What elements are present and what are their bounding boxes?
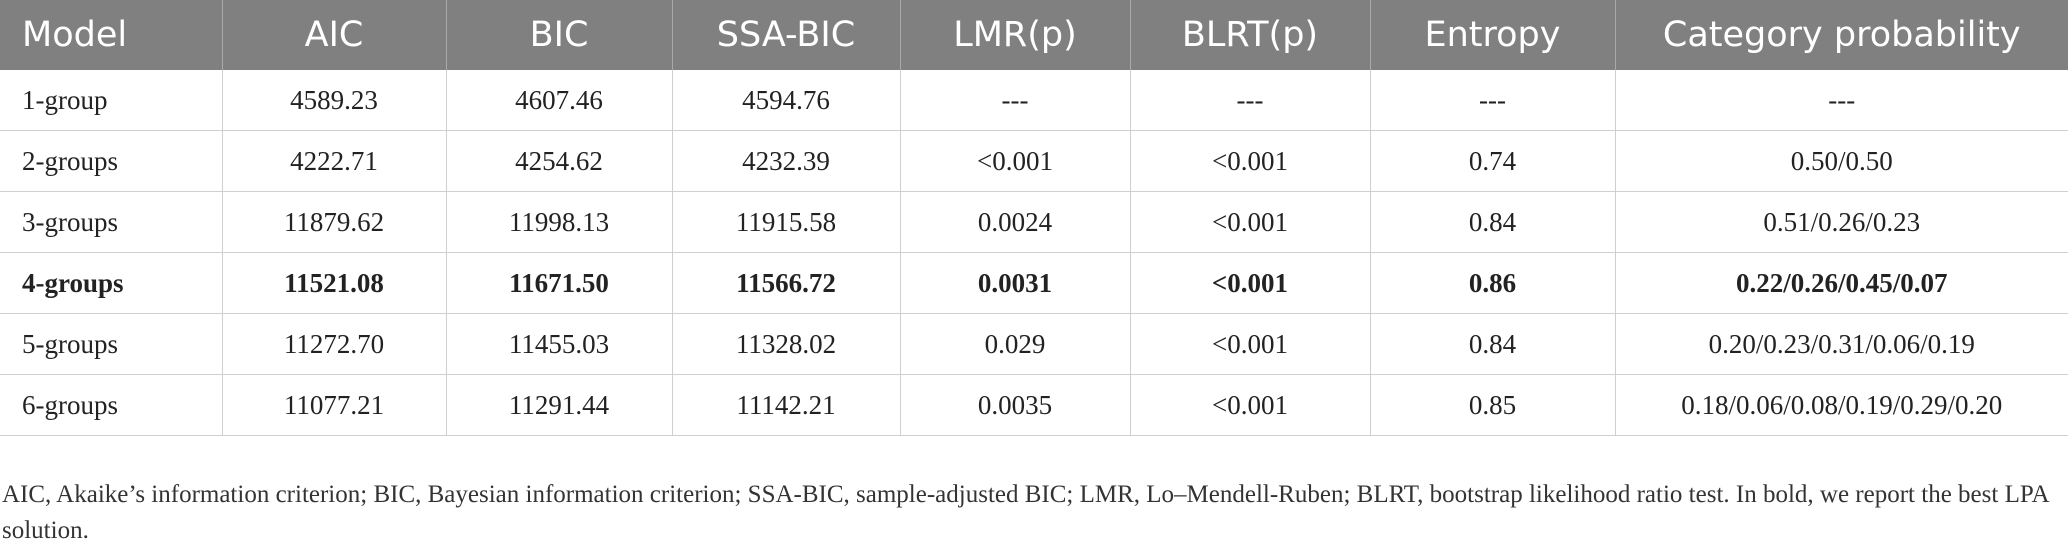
header-category-probability: Category probability bbox=[1614, 0, 2068, 70]
cell-blrt: <0.001 bbox=[1129, 374, 1370, 436]
cell-entropy: 0.84 bbox=[1369, 313, 1615, 375]
header-aic: AIC bbox=[221, 0, 446, 70]
cell-model: 6-groups bbox=[0, 374, 222, 436]
cell-category-probability: 0.22/0.26/0.45/0.07 bbox=[1614, 252, 2068, 314]
cell-lmr: 0.0035 bbox=[899, 374, 1130, 436]
cell-entropy: --- bbox=[1369, 70, 1615, 131]
cell-bic: 11291.44 bbox=[445, 374, 672, 436]
cell-aic: 4589.23 bbox=[221, 70, 446, 131]
cell-category-probability: --- bbox=[1614, 70, 2068, 131]
table-row: 2-groups 4222.71 4254.62 4232.39 <0.001 … bbox=[0, 130, 2068, 192]
cell-ssa-bic: 11142.21 bbox=[671, 374, 900, 436]
header-blrt: BLRT(p) bbox=[1129, 0, 1370, 70]
cell-lmr: --- bbox=[899, 70, 1130, 131]
cell-ssa-bic: 4594.76 bbox=[671, 70, 900, 131]
cell-category-probability: 0.50/0.50 bbox=[1614, 130, 2068, 192]
cell-lmr: 0.0024 bbox=[899, 191, 1130, 253]
table-row: 5-groups 11272.70 11455.03 11328.02 0.02… bbox=[0, 313, 2068, 375]
cell-lmr: 0.0031 bbox=[899, 252, 1130, 314]
header-bic: BIC bbox=[445, 0, 672, 70]
table-row-best-solution: 4-groups 11521.08 11671.50 11566.72 0.00… bbox=[0, 252, 2068, 314]
cell-category-probability: 0.20/0.23/0.31/0.06/0.19 bbox=[1614, 313, 2068, 375]
cell-bic: 4254.62 bbox=[445, 130, 672, 192]
cell-ssa-bic: 11915.58 bbox=[671, 191, 900, 253]
cell-category-probability: 0.18/0.06/0.08/0.19/0.29/0.20 bbox=[1614, 374, 2068, 436]
cell-blrt: <0.001 bbox=[1129, 191, 1370, 253]
lpa-results-table: Model AIC BIC SSA-BIC LMR(p) BLRT(p) Ent… bbox=[0, 0, 2068, 436]
cell-ssa-bic: 11328.02 bbox=[671, 313, 900, 375]
cell-model: 5-groups bbox=[0, 313, 222, 375]
cell-blrt: <0.001 bbox=[1129, 313, 1370, 375]
cell-lmr: <0.001 bbox=[899, 130, 1130, 192]
table-row: 6-groups 11077.21 11291.44 11142.21 0.00… bbox=[0, 374, 2068, 436]
cell-blrt: <0.001 bbox=[1129, 252, 1370, 314]
cell-model: 1-group bbox=[0, 70, 222, 131]
cell-blrt: --- bbox=[1129, 70, 1370, 131]
cell-bic: 4607.46 bbox=[445, 70, 672, 131]
cell-aic: 11521.08 bbox=[221, 252, 446, 314]
cell-entropy: 0.86 bbox=[1369, 252, 1615, 314]
cell-bic: 11998.13 bbox=[445, 191, 672, 253]
cell-bic: 11671.50 bbox=[445, 252, 672, 314]
header-model: Model bbox=[0, 0, 222, 70]
cell-bic: 11455.03 bbox=[445, 313, 672, 375]
table-row: 1-group 4589.23 4607.46 4594.76 --- --- … bbox=[0, 70, 2068, 131]
cell-model: 4-groups bbox=[0, 252, 222, 314]
header-lmr: LMR(p) bbox=[899, 0, 1130, 70]
cell-entropy: 0.85 bbox=[1369, 374, 1615, 436]
cell-blrt: <0.001 bbox=[1129, 130, 1370, 192]
cell-aic: 4222.71 bbox=[221, 130, 446, 192]
header-entropy: Entropy bbox=[1369, 0, 1615, 70]
cell-ssa-bic: 4232.39 bbox=[671, 130, 900, 192]
header-ssa-bic: SSA-BIC bbox=[671, 0, 900, 70]
cell-entropy: 0.84 bbox=[1369, 191, 1615, 253]
header-row: Model AIC BIC SSA-BIC LMR(p) BLRT(p) Ent… bbox=[0, 0, 2068, 70]
table-container: Model AIC BIC SSA-BIC LMR(p) BLRT(p) Ent… bbox=[0, 0, 2068, 436]
table-row: 3-groups 11879.62 11998.13 11915.58 0.00… bbox=[0, 191, 2068, 253]
cell-entropy: 0.74 bbox=[1369, 130, 1615, 192]
cell-aic: 11077.21 bbox=[221, 374, 446, 436]
cell-aic: 11879.62 bbox=[221, 191, 446, 253]
table-footnote: AIC, Akaike’s information criterion; BIC… bbox=[2, 481, 2049, 544]
cell-ssa-bic: 11566.72 bbox=[671, 252, 900, 314]
cell-model: 2-groups bbox=[0, 130, 222, 192]
cell-lmr: 0.029 bbox=[899, 313, 1130, 375]
cell-category-probability: 0.51/0.26/0.23 bbox=[1614, 191, 2068, 253]
cell-aic: 11272.70 bbox=[221, 313, 446, 375]
cell-model: 3-groups bbox=[0, 191, 222, 253]
